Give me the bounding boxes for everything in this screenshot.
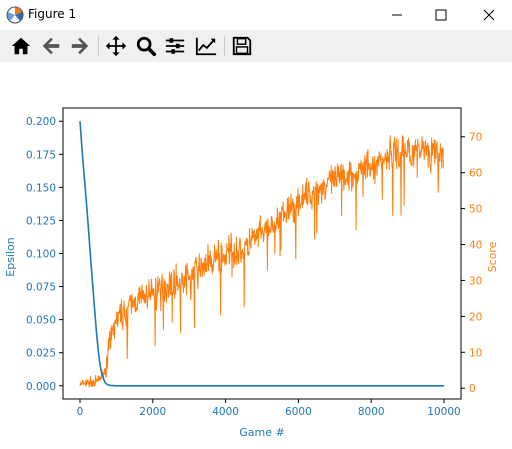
y-right-tick-label: 40	[469, 240, 482, 252]
axes-frame	[62, 107, 462, 400]
x-tick-label: 8000	[358, 406, 385, 418]
y-left-tick-label: 0.150	[26, 182, 56, 194]
toolbar-separator	[224, 36, 225, 56]
customize-icon	[195, 37, 217, 56]
minimize-icon	[392, 14, 402, 16]
minimize-button[interactable]	[374, 0, 420, 30]
y-right-tick-label: 60	[469, 168, 482, 180]
x-axis-label: Game #	[239, 426, 284, 439]
y-left-axis-label: Epsilon	[4, 237, 17, 277]
x-tick-label: 6000	[285, 406, 312, 418]
plot-lines	[79, 121, 445, 388]
forward-icon	[71, 37, 89, 55]
y-right-tick-label: 70	[469, 132, 482, 144]
y-left-tick-label: 0.175	[26, 149, 56, 161]
y-left-tick-label: 0.000	[26, 381, 56, 393]
y-right-axis-label: Score	[486, 241, 499, 272]
y-right-tick-label: 0	[469, 383, 476, 395]
back-icon	[42, 37, 60, 55]
y-right-tick-label: 30	[469, 275, 482, 287]
x-tick-label: 0	[77, 406, 84, 418]
subplots-icon	[165, 38, 185, 54]
toolbar-separator	[98, 36, 99, 56]
y-left-tick-label: 0.100	[26, 249, 56, 261]
y-right-tick-label: 10	[469, 347, 482, 359]
maximize-button[interactable]	[418, 0, 464, 30]
x-tick-label: 2000	[139, 406, 166, 418]
y-left-tick-label: 0.075	[26, 282, 56, 294]
home-button[interactable]	[8, 34, 34, 58]
x-axis-ticks: 0 2000 4000 6000 8000 10000	[77, 399, 461, 418]
y-left-tick-label: 0.200	[26, 116, 56, 128]
navigation-toolbar	[0, 30, 512, 62]
zoom-icon	[136, 36, 157, 57]
forward-button[interactable]	[67, 34, 93, 58]
pan-button[interactable]	[103, 34, 129, 58]
home-icon	[11, 37, 31, 55]
close-icon	[483, 9, 495, 21]
epsilon-series-line	[79, 121, 444, 387]
y-left-tick-label: 0.050	[26, 315, 56, 327]
y-left-tick-label: 0.025	[26, 348, 56, 360]
title-bar: Figure 1	[0, 0, 512, 30]
matplotlib-logo-icon	[6, 6, 24, 24]
save-icon	[232, 36, 252, 56]
y-right-axis-ticks: 0 10 20 30 40 50 60 70	[461, 132, 482, 395]
maximize-icon	[435, 9, 447, 21]
y-right-tick-label: 20	[469, 311, 482, 323]
y-right-tick-label: 50	[469, 204, 482, 216]
x-tick-label: 10000	[427, 406, 460, 418]
score-series-line	[79, 135, 445, 388]
back-button[interactable]	[38, 34, 64, 58]
figure-canvas[interactable]: 0 2000 4000 6000 8000 10000 0.000 0.025 0.050 0.…	[0, 62, 512, 445]
window-title: Figure 1	[28, 7, 77, 21]
pan-icon	[105, 35, 127, 57]
x-tick-label: 4000	[212, 406, 239, 418]
customize-button[interactable]	[193, 34, 219, 58]
y-left-tick-label: 0.125	[26, 215, 56, 227]
subplots-button[interactable]	[162, 34, 188, 58]
save-button[interactable]	[229, 34, 255, 58]
y-left-axis-ticks: 0.000 0.025 0.050 0.075 0.100 0.125 0.150 0.175…	[26, 116, 63, 393]
close-button[interactable]	[466, 0, 512, 30]
chart: 0 2000 4000 6000 8000 10000 0.0000.0250.0500.…	[4, 107, 499, 439]
zoom-button[interactable]	[133, 34, 159, 58]
